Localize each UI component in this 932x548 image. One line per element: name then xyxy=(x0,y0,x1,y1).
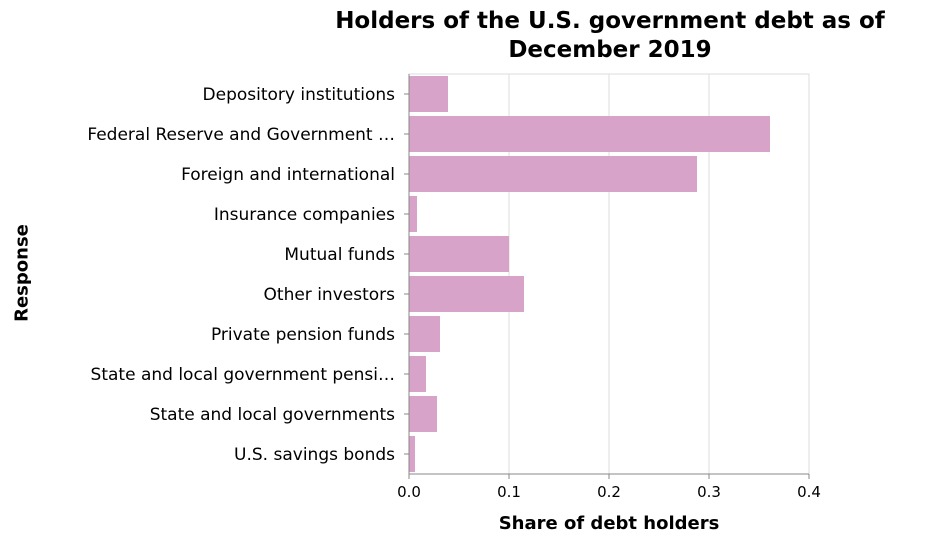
bar xyxy=(409,276,524,312)
x-tick-label: 0.1 xyxy=(497,483,521,501)
x-tick-label: 0.2 xyxy=(597,483,621,501)
x-tick-label: 0.4 xyxy=(797,483,821,501)
y-tick-label: Depository institutions xyxy=(203,85,396,105)
bar xyxy=(409,196,417,232)
y-tick-label: Other investors xyxy=(264,285,396,305)
x-tick-label: 0.0 xyxy=(397,483,421,501)
bar xyxy=(409,436,415,472)
chart-title-line-1: Holders of the U.S. government debt as o… xyxy=(335,8,885,34)
bar xyxy=(409,236,509,272)
bar xyxy=(409,316,440,352)
bar xyxy=(409,156,697,192)
y-tick-label: U.S. savings bonds xyxy=(234,445,395,465)
chart-title-line-2: December 2019 xyxy=(508,37,712,63)
y-tick-label: Foreign and international xyxy=(181,165,395,185)
y-tick-label: Insurance companies xyxy=(214,205,395,225)
y-axis-label: Response xyxy=(11,224,33,322)
x-tick-label: 0.3 xyxy=(697,483,721,501)
bar xyxy=(409,396,437,432)
bar xyxy=(409,76,448,112)
x-axis-label: Share of debt holders xyxy=(498,513,720,534)
y-tick-label: Private pension funds xyxy=(211,325,395,345)
bar xyxy=(409,356,426,392)
y-tick-label: State and local government pensi… xyxy=(91,365,395,385)
y-tick-label: Federal Reserve and Government … xyxy=(87,125,395,145)
y-tick-label: Mutual funds xyxy=(284,245,395,265)
y-tick-label: State and local governments xyxy=(150,405,395,425)
bar xyxy=(409,116,770,152)
